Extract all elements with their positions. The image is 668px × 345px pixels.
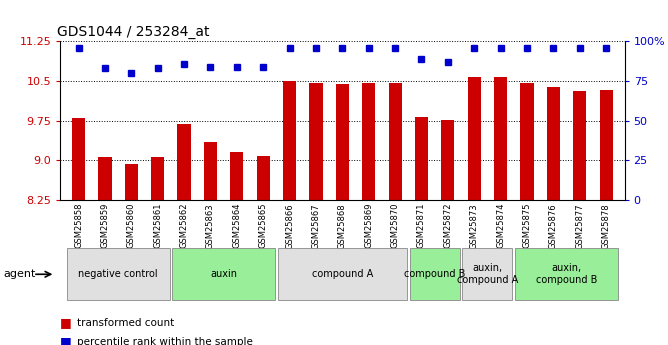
Text: ■: ■ (60, 335, 72, 345)
Bar (283, 81, 296, 200)
Bar (172, 248, 275, 300)
Text: transformed count: transformed count (77, 318, 174, 327)
Bar (204, 142, 217, 200)
Bar (336, 84, 349, 200)
Text: agent: agent (3, 269, 35, 279)
Bar (151, 157, 164, 200)
Bar (98, 157, 112, 200)
Bar (547, 87, 560, 200)
Bar (257, 156, 270, 200)
Bar (389, 83, 401, 200)
Bar (415, 117, 428, 200)
Text: auxin,
compound B: auxin, compound B (536, 264, 597, 285)
Text: compound A: compound A (312, 269, 373, 279)
Text: ■: ■ (60, 316, 72, 329)
Text: percentile rank within the sample: percentile rank within the sample (77, 337, 253, 345)
Bar (573, 91, 587, 200)
Text: negative control: negative control (78, 269, 158, 279)
Bar (520, 83, 534, 200)
Bar (442, 120, 454, 200)
Bar (309, 83, 323, 200)
Text: compound B: compound B (404, 269, 466, 279)
Text: auxin,
compound A: auxin, compound A (457, 264, 518, 285)
Bar (230, 152, 243, 200)
Bar (494, 77, 507, 200)
Bar (67, 248, 170, 300)
Bar (515, 248, 618, 300)
Bar (409, 248, 460, 300)
Bar (72, 118, 86, 200)
Bar (599, 90, 613, 200)
Text: auxin: auxin (210, 269, 237, 279)
Bar (362, 83, 375, 200)
Bar (178, 125, 190, 200)
Bar (462, 248, 512, 300)
Bar (278, 248, 407, 300)
Bar (468, 77, 481, 200)
Bar (125, 164, 138, 200)
Text: GDS1044 / 253284_at: GDS1044 / 253284_at (57, 25, 210, 39)
